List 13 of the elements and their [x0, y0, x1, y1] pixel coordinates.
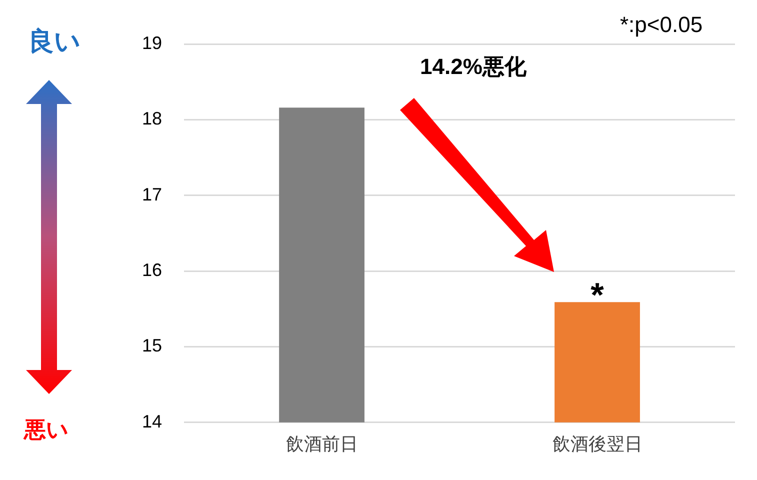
- annotation: *: [590, 276, 605, 314]
- text: 悪い: [24, 416, 69, 444]
- y-tick-label: 15: [142, 336, 162, 356]
- y-tick-label: 19: [142, 32, 162, 53]
- x-tick-label: 飲酒前日: [286, 434, 358, 455]
- text: 良い: [28, 25, 81, 58]
- annotation: 14.2%悪化: [420, 53, 526, 81]
- y-tick-label: 16: [142, 260, 162, 280]
- y-tick-label: 14: [142, 411, 162, 432]
- y-tick-label: 17: [142, 184, 162, 204]
- text: *:p<0.05: [620, 12, 703, 38]
- x-tick-label: 飲酒後翌日: [552, 434, 642, 455]
- y-tick-label: 18: [142, 108, 162, 129]
